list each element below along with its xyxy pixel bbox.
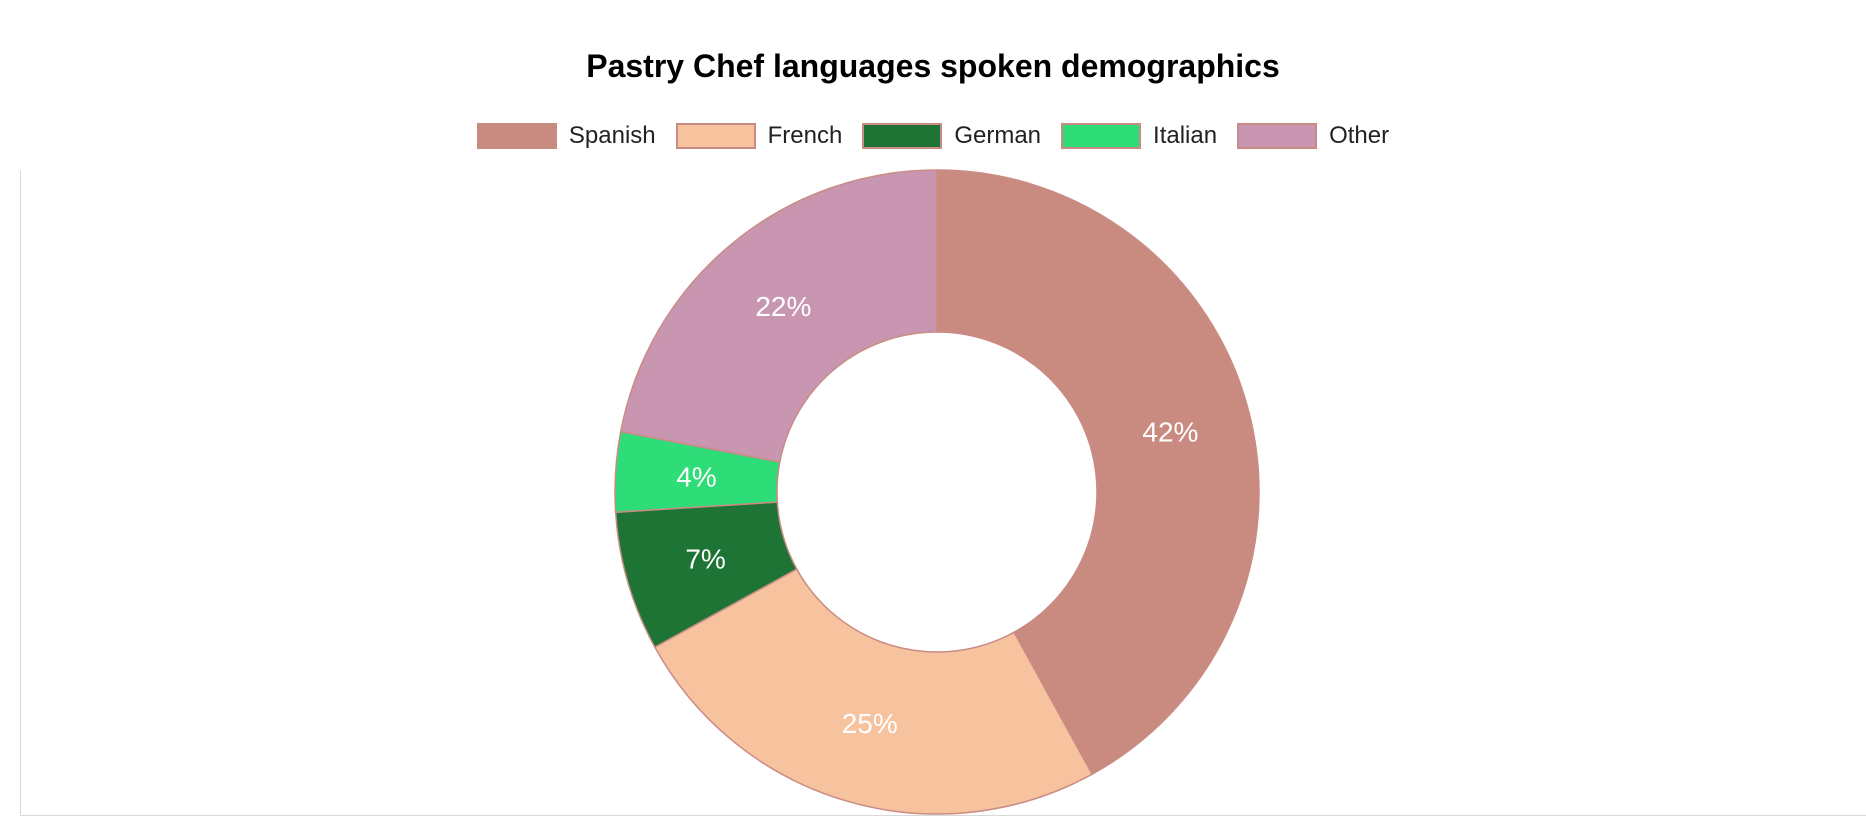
legend-item-german[interactable]: German xyxy=(862,122,1041,150)
legend-label-german: German xyxy=(954,122,1042,149)
slice-label-german: 7% xyxy=(685,544,725,575)
legend-swatch-italian xyxy=(1061,123,1142,149)
legend-item-spanish[interactable]: Spanish xyxy=(476,122,656,150)
chart-title: Pastry Chef languages spoken demographic… xyxy=(586,48,1280,84)
slice-label-spanish: 42% xyxy=(1142,417,1198,448)
legend-item-other[interactable]: Other xyxy=(1237,122,1389,150)
legend-swatch-other xyxy=(1237,123,1318,149)
donut-slice-labels: 42% 25% 7% 4% 22% xyxy=(676,291,1198,739)
donut-slice-spanish[interactable] xyxy=(936,169,1260,776)
legend-label-french: French xyxy=(767,122,843,149)
legend-label-other: Other xyxy=(1329,122,1390,149)
chart-legend: Spanish French German Italian Other xyxy=(0,122,1866,150)
legend-swatch-spanish xyxy=(476,123,557,149)
chart-plot-area xyxy=(20,170,1866,816)
legend-item-french[interactable]: French xyxy=(675,122,843,150)
legend-label-italian: Italian xyxy=(1153,122,1218,149)
slice-label-italian: 4% xyxy=(676,461,716,492)
slice-label-other: 22% xyxy=(755,291,811,322)
slice-label-french: 25% xyxy=(842,708,898,739)
legend-item-italian[interactable]: Italian xyxy=(1061,122,1217,150)
donut-slices xyxy=(614,169,1260,815)
donut-slice-other[interactable] xyxy=(619,169,938,463)
legend-label-spanish: Spanish xyxy=(568,122,656,149)
legend-swatch-german xyxy=(862,123,943,149)
donut-slice-french[interactable] xyxy=(653,568,1094,815)
legend-swatch-french xyxy=(675,123,756,149)
